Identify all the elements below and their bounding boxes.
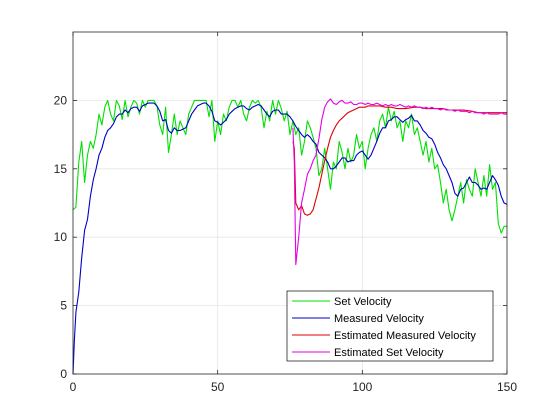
- y-tick-label-1: 5: [60, 299, 67, 313]
- y-tick-labels: 0 5 10 15 20: [54, 93, 68, 381]
- x-ticks: [72, 32, 508, 374]
- x-tick-labels: 0 50 100 150: [70, 380, 518, 394]
- legend-label-measured-velocity: Measured Velocity: [334, 313, 424, 325]
- y-tick-label-3: 15: [54, 162, 68, 176]
- legend: Set Velocity Measured Velocity Estimated M…: [286, 290, 494, 362]
- y-tick-label-0: 0: [60, 367, 67, 381]
- x-tick-label-3: 150: [497, 380, 517, 394]
- x-tick-label-1: 50: [211, 380, 225, 394]
- series-lines: [72, 98, 508, 375]
- y-tick-label-4: 20: [54, 93, 68, 107]
- plot-frame: [72, 31, 508, 375]
- legend-label-estimated-set-velocity: Estimated Set Velocity: [334, 347, 444, 359]
- y-tick-label-2: 10: [54, 230, 68, 244]
- legend-box: [286, 290, 494, 362]
- y-ticks: [73, 100, 507, 375]
- legend-label-estimated-measured-velocity: Estimated Measured Velocity: [334, 330, 476, 342]
- set-velocity-line: [72, 99, 507, 234]
- x-tick-label-2: 100: [352, 380, 372, 394]
- legend-label-set-velocity: Set Velocity: [334, 296, 392, 308]
- estimated-set-velocity-line: [292, 98, 507, 266]
- x-tick-label-0: 0: [70, 380, 77, 394]
- measured-velocity-line: [72, 102, 508, 375]
